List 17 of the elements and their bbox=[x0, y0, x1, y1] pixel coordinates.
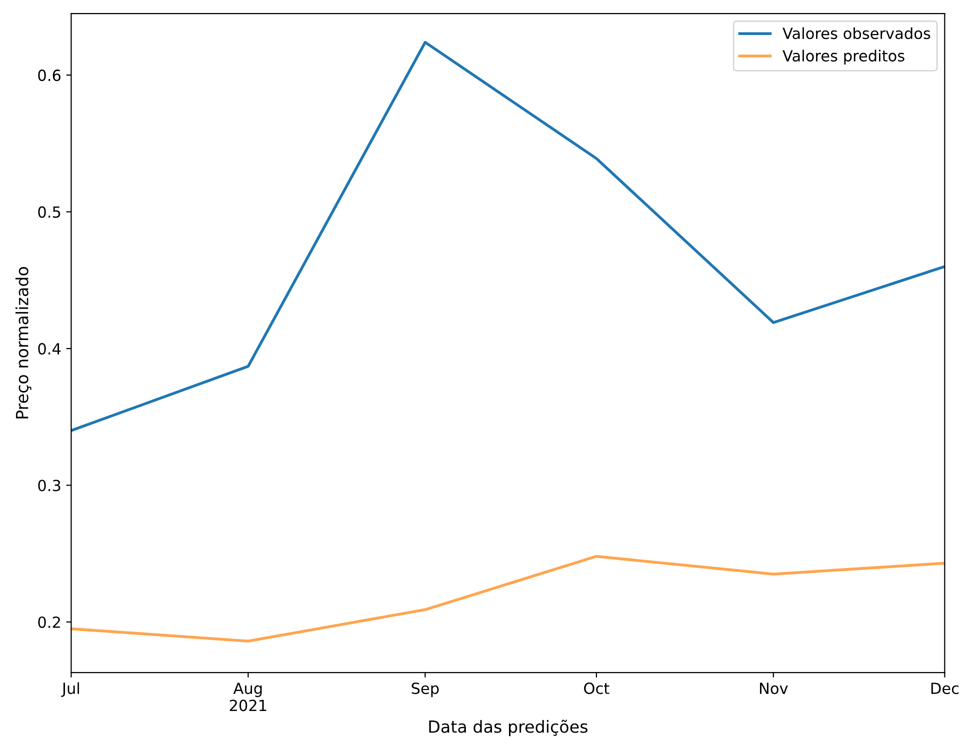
x-tick-label: Nov bbox=[760, 682, 788, 694]
line-series bbox=[71, 40, 945, 432]
x-axis-title: Data das predições bbox=[429, 720, 588, 736]
x-tick-label: Sep bbox=[412, 682, 439, 698]
y-axis-title: Preço normalizado bbox=[15, 267, 32, 418]
x-tick-label: Oct bbox=[584, 682, 610, 694]
y-tick-label: 0.4 bbox=[38, 343, 61, 355]
legend-label: Valores preditos bbox=[782, 50, 904, 65]
x-tick-label: Dec bbox=[931, 682, 959, 694]
legend-label: Valores observados bbox=[782, 27, 930, 40]
y-tick-label: 0.5 bbox=[38, 206, 60, 218]
y-tick-label: 0.2 bbox=[38, 616, 60, 628]
x-tick-label: Aug 2021 bbox=[230, 682, 266, 712]
x-tick-label: Jul bbox=[61, 682, 79, 697]
line-series bbox=[71, 554, 945, 643]
y-tick-label: 0.6 bbox=[38, 70, 61, 82]
y-tick-label: 0.3 bbox=[38, 480, 60, 492]
